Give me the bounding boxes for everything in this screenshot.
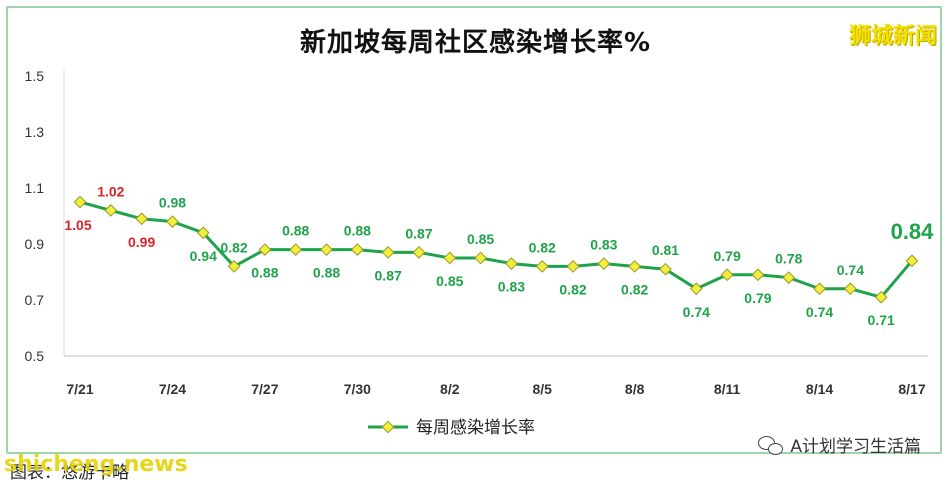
data-point bbox=[689, 282, 703, 296]
x-tick-label: 7/21 bbox=[66, 381, 93, 397]
data-label: 1.02 bbox=[97, 183, 124, 199]
data-label: 0.74 bbox=[837, 262, 864, 278]
data-label: 0.74 bbox=[806, 304, 833, 320]
data-label: 0.99 bbox=[128, 234, 155, 250]
data-label: 0.88 bbox=[251, 265, 278, 281]
x-tick-label: 7/24 bbox=[159, 381, 186, 397]
data-point bbox=[474, 251, 487, 265]
legend-label: 每周感染增长率 bbox=[416, 418, 535, 438]
data-label: 0.79 bbox=[744, 290, 771, 306]
data-point bbox=[535, 260, 549, 273]
data-point bbox=[166, 215, 179, 228]
x-tick-label: 8/14 bbox=[806, 381, 833, 397]
data-label: 1.05 bbox=[64, 217, 91, 233]
data-point bbox=[844, 282, 857, 296]
wechat-icon bbox=[758, 435, 784, 455]
y-tick-label: 1.5 bbox=[25, 68, 45, 84]
y-tick-label: 1.3 bbox=[25, 124, 45, 140]
data-label: 0.82 bbox=[559, 281, 586, 297]
account-name: A计划学习生活篇 bbox=[790, 437, 921, 457]
data-point bbox=[813, 282, 826, 296]
data-label: 0.87 bbox=[405, 225, 432, 241]
series-line bbox=[79, 200, 914, 299]
data-point bbox=[720, 268, 734, 282]
source-caption: 图表：悠游卡略 bbox=[10, 463, 129, 483]
y-tick-label: 0.9 bbox=[25, 236, 45, 252]
data-label: 0.94 bbox=[190, 248, 217, 264]
data-label: 0.82 bbox=[621, 281, 648, 297]
data-label: 0.87 bbox=[375, 267, 402, 283]
data-label: 0.98 bbox=[159, 195, 186, 211]
data-point bbox=[381, 246, 395, 259]
y-tick-label: 1.1 bbox=[25, 180, 45, 196]
data-point bbox=[258, 243, 272, 256]
account-tag: A计划学习生活篇 bbox=[758, 432, 921, 457]
data-label: 0.84 bbox=[891, 219, 935, 244]
data-point bbox=[505, 257, 518, 270]
y-tick-label: 0.5 bbox=[25, 348, 45, 364]
chart-frame bbox=[6, 6, 942, 454]
data-point bbox=[412, 246, 426, 259]
data-point bbox=[135, 212, 148, 226]
data-label: 0.88 bbox=[282, 223, 309, 239]
x-tick-label: 8/8 bbox=[625, 381, 645, 397]
data-label: 0.85 bbox=[436, 273, 463, 289]
data-label: 0.74 bbox=[683, 304, 710, 320]
data-label: 0.83 bbox=[498, 279, 525, 295]
data-point bbox=[289, 243, 303, 256]
data-point bbox=[659, 262, 672, 276]
legend-marker bbox=[381, 420, 395, 434]
x-tick-label: 7/30 bbox=[344, 381, 371, 397]
data-point bbox=[597, 257, 611, 270]
data-label: 0.82 bbox=[529, 239, 556, 255]
data-point bbox=[227, 260, 241, 273]
data-label: 0.81 bbox=[652, 242, 679, 258]
data-point bbox=[782, 271, 796, 284]
data-label: 0.82 bbox=[220, 239, 247, 255]
x-tick-label: 8/2 bbox=[440, 381, 460, 397]
x-tick-label: 8/11 bbox=[714, 381, 741, 397]
data-point bbox=[320, 243, 333, 256]
x-tick-label: 7/27 bbox=[251, 381, 278, 397]
y-tick-label: 0.7 bbox=[25, 292, 45, 308]
data-point bbox=[905, 254, 919, 268]
watermark: 狮城新闻 bbox=[848, 24, 937, 49]
data-point bbox=[443, 251, 457, 265]
data-label: 0.85 bbox=[467, 231, 494, 247]
data-point bbox=[874, 290, 888, 304]
data-label: 0.88 bbox=[344, 223, 371, 239]
data-point bbox=[751, 268, 765, 282]
data-point bbox=[628, 260, 642, 273]
data-label: 0.79 bbox=[713, 248, 740, 264]
data-label: 0.83 bbox=[590, 237, 617, 253]
data-point bbox=[350, 243, 364, 256]
data-point bbox=[566, 260, 580, 273]
x-tick-label: 8/5 bbox=[532, 381, 552, 397]
x-tick-label: 8/17 bbox=[898, 381, 925, 397]
data-point bbox=[196, 226, 210, 240]
data-point bbox=[73, 195, 87, 209]
site-watermark: shicheng.news bbox=[4, 452, 188, 477]
data-label: 0.71 bbox=[868, 312, 895, 328]
data-point bbox=[104, 204, 118, 217]
data-label: 0.78 bbox=[775, 251, 802, 267]
data-label: 0.88 bbox=[313, 265, 340, 281]
chart-title: 新加坡每周社区感染增长率% bbox=[299, 28, 652, 58]
